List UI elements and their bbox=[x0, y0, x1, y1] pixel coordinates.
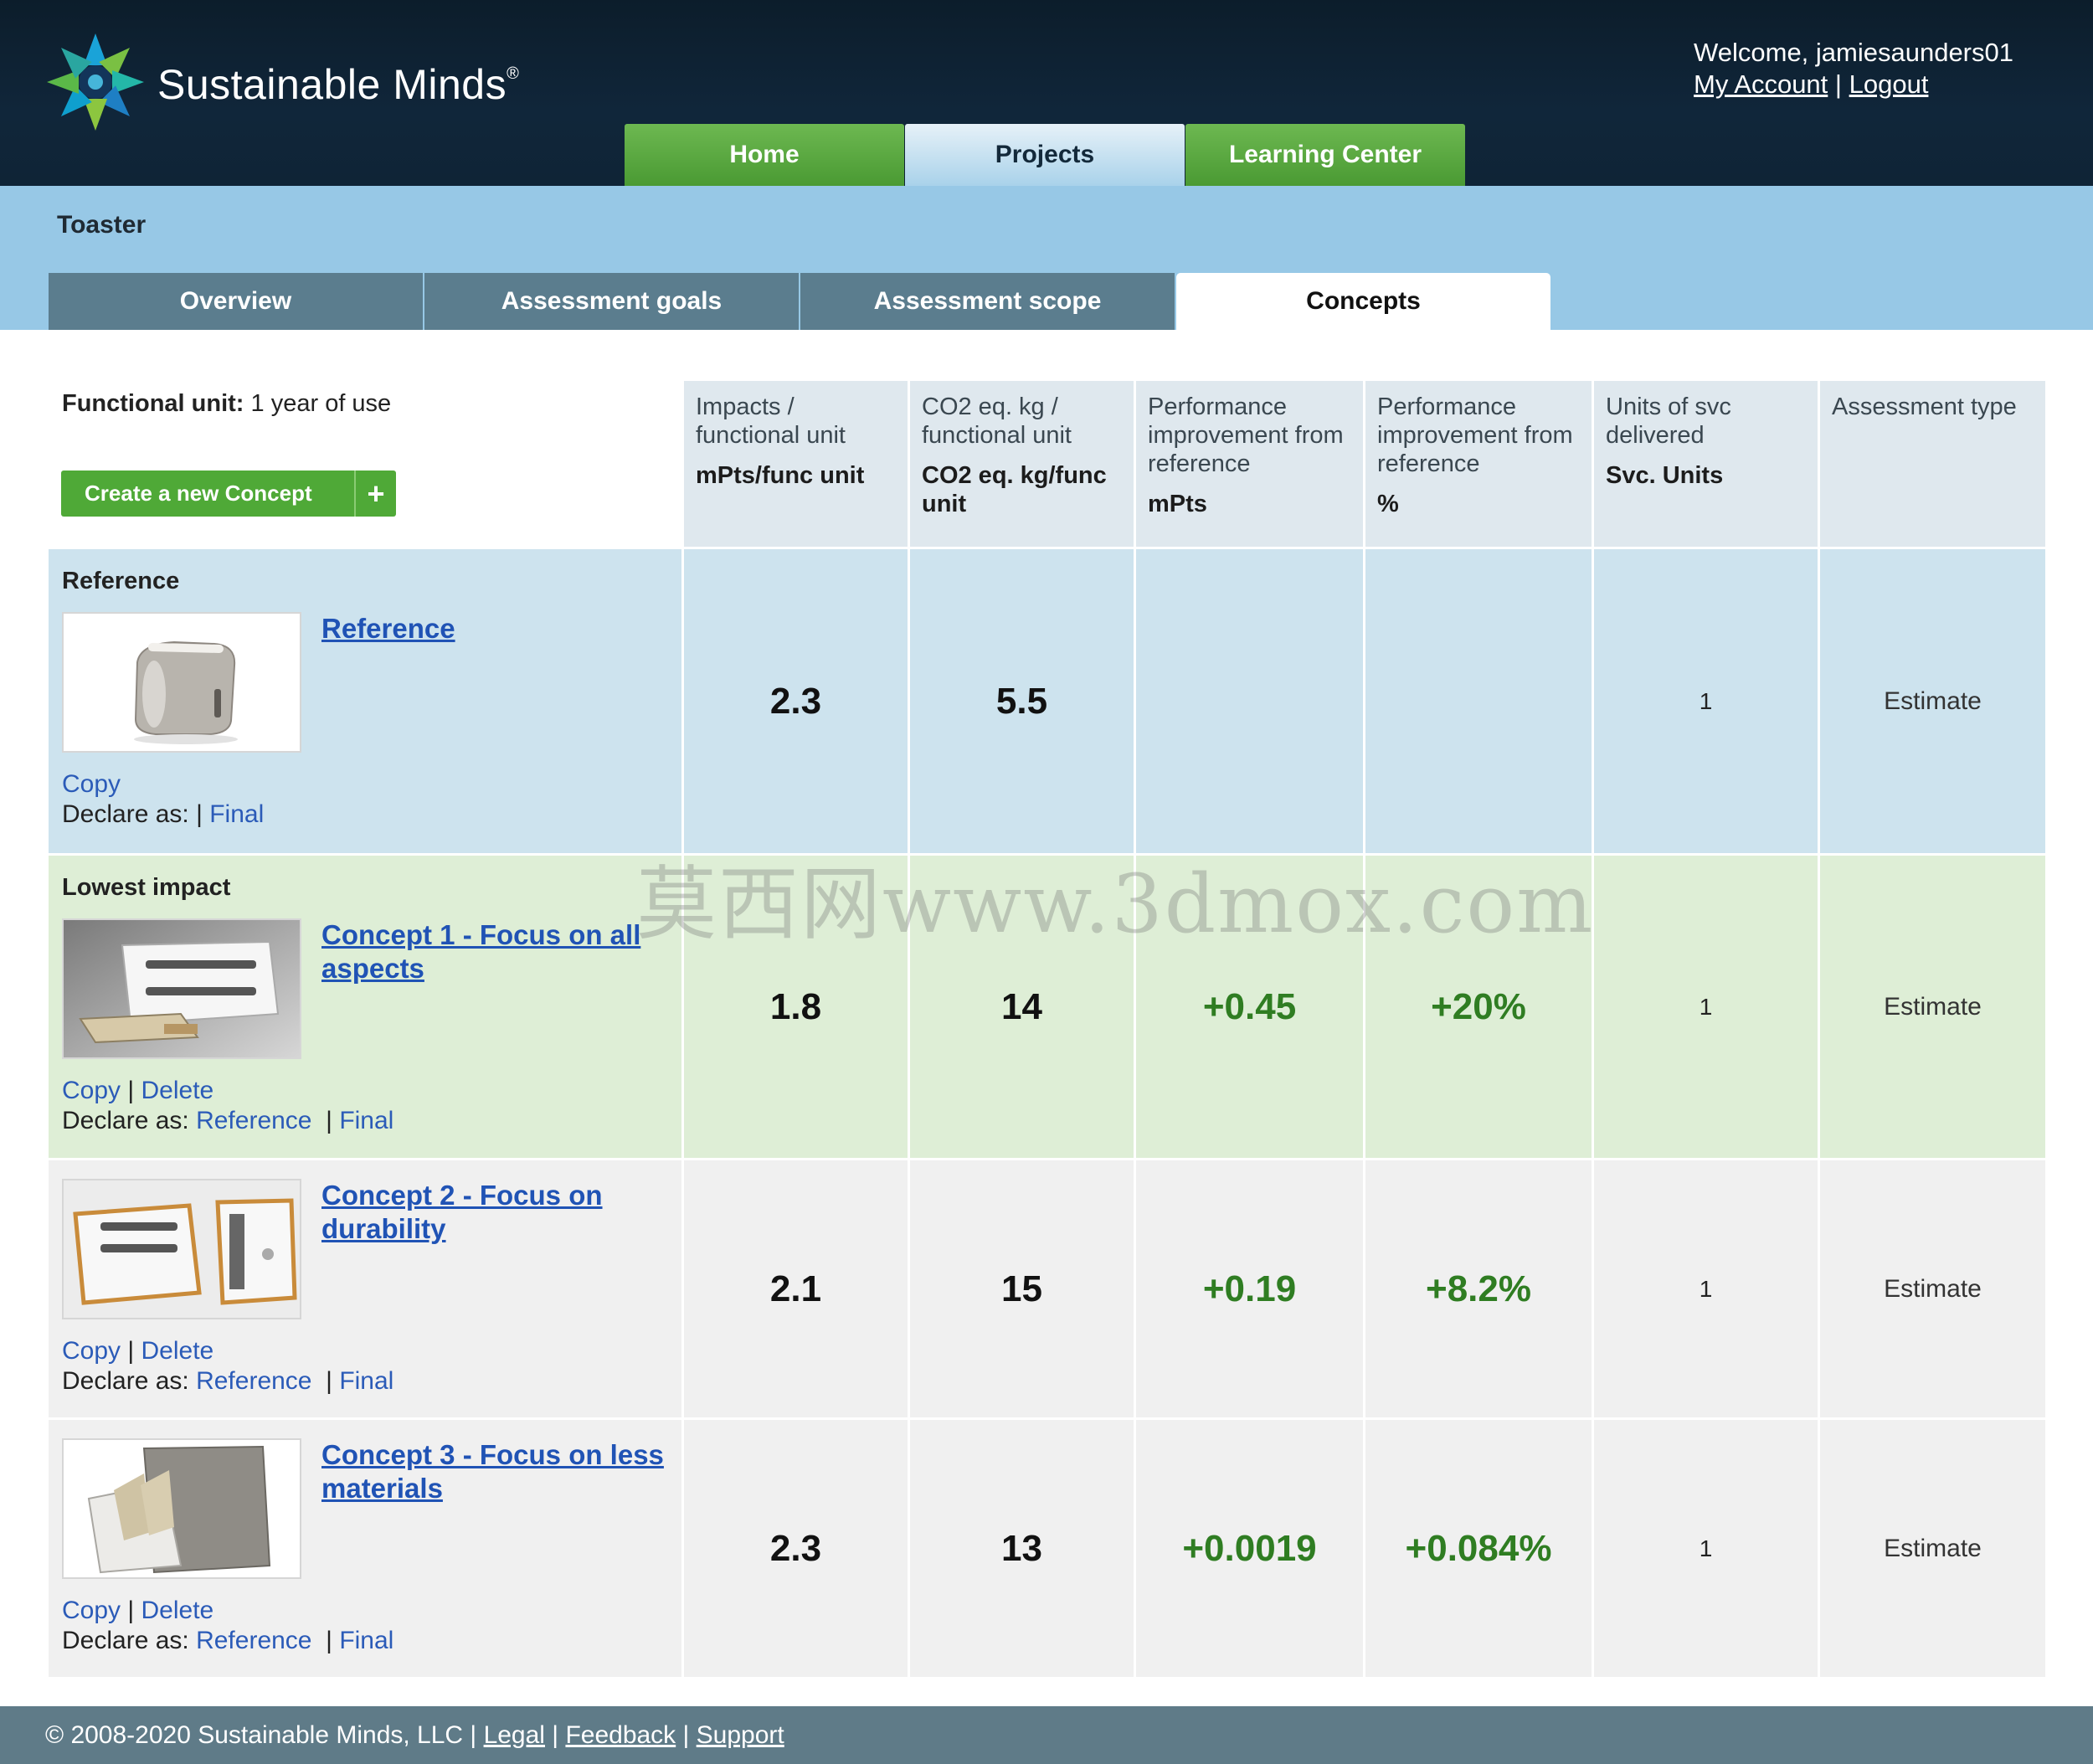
sustainable-minds-logo[interactable] bbox=[44, 30, 147, 134]
nav-tab-projects[interactable]: Projects bbox=[905, 124, 1185, 186]
assessment-type-cell: Estimate bbox=[1818, 1158, 2045, 1417]
project-tabs: Overview Assessment goals Assessment sco… bbox=[49, 273, 1552, 330]
functional-unit-value: 1 year of use bbox=[250, 390, 392, 417]
concept-cell: Lowest impact bbox=[49, 853, 681, 1158]
copy-link[interactable]: Copy bbox=[62, 1337, 121, 1365]
impacts-cell: 2.3 bbox=[681, 547, 908, 853]
user-panel: Welcome, jamiesaunders01 My Account | Lo… bbox=[1694, 37, 2013, 100]
concepts-table: Impacts / functional unit mPts/func unit … bbox=[49, 381, 2045, 1677]
concept-name-link[interactable]: Concept 1 - Focus on all aspects bbox=[321, 919, 641, 984]
column-header-units: Units of svc delivered Svc. Units bbox=[1592, 381, 1818, 547]
footer: © 2008-2020 Sustainable Minds, LLC | Leg… bbox=[0, 1706, 2093, 1764]
declare-final-link[interactable]: Final bbox=[339, 1107, 394, 1134]
declare-final-link[interactable]: Final bbox=[209, 800, 265, 828]
concept-name-link[interactable]: Concept 3 - Focus on less materials bbox=[321, 1439, 664, 1504]
perf-pct-cell bbox=[1363, 547, 1592, 853]
create-concept-label: Create a new Concept bbox=[85, 481, 312, 506]
tab-assessment-goals[interactable]: Assessment goals bbox=[424, 273, 799, 330]
my-account-link[interactable]: My Account bbox=[1694, 69, 1828, 99]
nav-tab-learning-center[interactable]: Learning Center bbox=[1185, 124, 1465, 186]
plus-icon: + bbox=[354, 471, 396, 517]
assessment-type-cell: Estimate bbox=[1818, 853, 2045, 1158]
table-row: Concept 2 - Focus on durability Copy | D… bbox=[49, 1158, 2045, 1417]
copy-link[interactable]: Copy bbox=[62, 1597, 121, 1624]
group-label: Lowest impact bbox=[62, 874, 231, 901]
units-cell: 1 bbox=[1592, 547, 1818, 853]
perf-mpts-cell: +0.0019 bbox=[1134, 1417, 1363, 1677]
table-row: Reference Reference bbox=[49, 547, 2045, 853]
co2-cell: 5.5 bbox=[908, 547, 1134, 853]
perf-pct-cell: +8.2% bbox=[1363, 1158, 1592, 1417]
concept-thumbnail[interactable] bbox=[62, 1438, 301, 1579]
table-row: Lowest impact bbox=[49, 853, 2045, 1158]
delete-link[interactable]: Delete bbox=[141, 1077, 214, 1104]
legal-link[interactable]: Legal bbox=[483, 1720, 545, 1749]
copy-link[interactable]: Copy bbox=[62, 770, 121, 798]
perf-mpts-cell: +0.19 bbox=[1134, 1158, 1363, 1417]
tab-overview[interactable]: Overview bbox=[49, 273, 423, 330]
group-label: Reference bbox=[62, 568, 180, 594]
declare-label: Declare as: bbox=[62, 800, 189, 828]
declare-label: Declare as: bbox=[62, 1627, 189, 1654]
tab-assessment-scope[interactable]: Assessment scope bbox=[800, 273, 1175, 330]
logout-link[interactable]: Logout bbox=[1849, 69, 1929, 99]
declare-label: Declare as: bbox=[62, 1367, 189, 1395]
welcome-text: Welcome, jamiesaunders01 bbox=[1694, 38, 2013, 67]
impacts-cell: 2.1 bbox=[681, 1158, 908, 1417]
separator: | bbox=[1834, 69, 1842, 99]
perf-pct-cell: +0.084% bbox=[1363, 1417, 1592, 1677]
column-header-perf-pct: Performance improvement from reference% bbox=[1363, 381, 1592, 547]
assessment-type-cell: Estimate bbox=[1818, 1417, 2045, 1677]
main-nav: Home Projects Learning Center bbox=[625, 124, 1466, 186]
table-row: Concept 3 - Focus on less materials Copy… bbox=[49, 1417, 2045, 1677]
assessment-type-cell: Estimate bbox=[1818, 547, 2045, 853]
watermark: 莫西网www.3dmox.com bbox=[636, 857, 1595, 951]
co2-cell: 14 bbox=[908, 853, 1134, 1158]
project-header: Toaster Overview Assessment goals Assess… bbox=[0, 186, 2093, 330]
concept-thumbnail[interactable] bbox=[62, 1179, 301, 1319]
brand-name: Sustainable Minds® bbox=[157, 61, 520, 108]
functional-unit: Functional unit: 1 year of use bbox=[62, 390, 391, 418]
create-concept-button[interactable]: Create a new Concept + bbox=[61, 471, 396, 517]
nav-tab-home[interactable]: Home bbox=[625, 124, 904, 186]
column-header-assessment-type: Assessment type bbox=[1818, 381, 2045, 547]
units-cell: 1 bbox=[1592, 1158, 1818, 1417]
declare-final-link[interactable]: Final bbox=[339, 1367, 394, 1395]
column-header-impacts: Impacts / functional unit mPts/func unit bbox=[681, 381, 908, 547]
units-cell: 1 bbox=[1592, 1417, 1818, 1677]
impacts-cell: 2.3 bbox=[681, 1417, 908, 1677]
concept-cell: Reference Reference bbox=[49, 547, 681, 853]
functional-unit-label: Functional unit: bbox=[62, 390, 244, 417]
concept-name-link[interactable]: Reference bbox=[321, 613, 455, 644]
co2-cell: 13 bbox=[908, 1417, 1134, 1677]
impacts-cell: 1.8 bbox=[681, 853, 908, 1158]
concept-thumbnail[interactable] bbox=[62, 918, 301, 1059]
column-header-perf-mpts: Performance improvement from reference mP… bbox=[1134, 381, 1363, 547]
perf-mpts-cell: +0.45 bbox=[1134, 853, 1363, 1158]
declare-reference-link[interactable]: Reference bbox=[196, 1627, 312, 1654]
co2-cell: 15 bbox=[908, 1158, 1134, 1417]
concept-cell: Concept 3 - Focus on less materials Copy… bbox=[49, 1417, 681, 1677]
concept-thumbnail[interactable] bbox=[62, 612, 301, 753]
tab-concepts[interactable]: Concepts bbox=[1176, 273, 1550, 330]
table-header-row: Impacts / functional unit mPts/func unit … bbox=[49, 381, 2045, 547]
perf-mpts-cell bbox=[1134, 547, 1363, 853]
app-header: Sustainable Minds® Welcome, jamiesaunder… bbox=[0, 0, 2093, 186]
concept-name-link[interactable]: Concept 2 - Focus on durability bbox=[321, 1180, 603, 1244]
project-title: Toaster bbox=[57, 211, 147, 239]
copyright: © 2008-2020 Sustainable Minds, LLC bbox=[45, 1720, 464, 1749]
column-header-co2: CO2 eq. kg / functional unit CO2 eq. kg/f… bbox=[908, 381, 1134, 547]
declare-final-link[interactable]: Final bbox=[339, 1627, 394, 1654]
support-link[interactable]: Support bbox=[696, 1720, 784, 1749]
units-cell: 1 bbox=[1592, 853, 1818, 1158]
declare-reference-link[interactable]: Reference bbox=[196, 1107, 312, 1134]
feedback-link[interactable]: Feedback bbox=[565, 1720, 676, 1749]
perf-pct-cell: +20% bbox=[1363, 853, 1592, 1158]
declare-label: Declare as: bbox=[62, 1107, 189, 1134]
copy-link[interactable]: Copy bbox=[62, 1077, 121, 1104]
declare-reference-link[interactable]: Reference bbox=[196, 1367, 312, 1395]
concept-cell: Concept 2 - Focus on durability Copy | D… bbox=[49, 1158, 681, 1417]
delete-link[interactable]: Delete bbox=[141, 1337, 214, 1365]
delete-link[interactable]: Delete bbox=[141, 1597, 214, 1624]
